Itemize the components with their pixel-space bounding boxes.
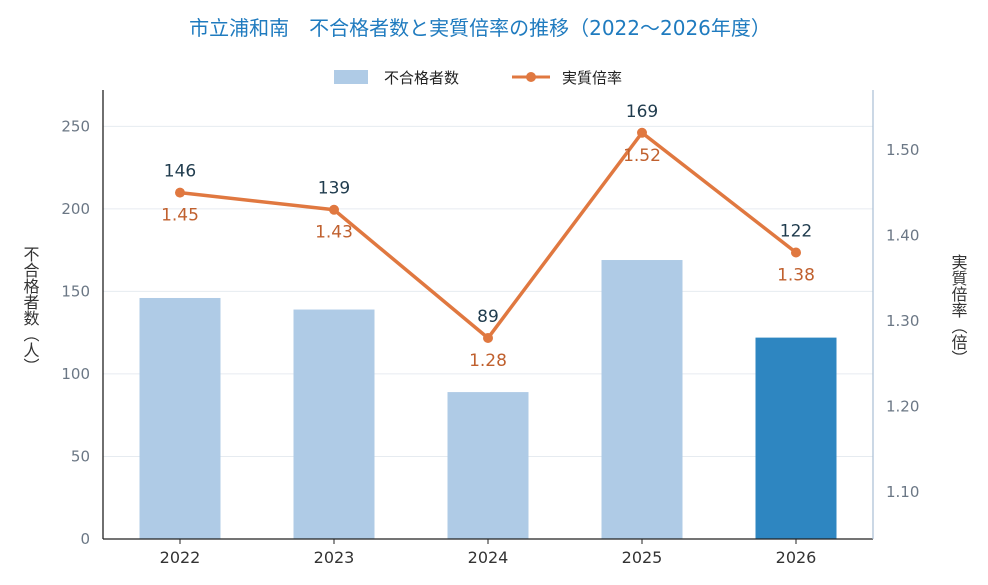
bar [447,392,529,539]
bar-value-label: 169 [626,102,658,122]
rate-marker [329,204,339,215]
bar [601,260,683,539]
rate-value-label: 1.38 [777,265,815,285]
y-tick-label: 100 [61,365,90,383]
y2-tick-label: 1.40 [886,226,919,244]
y2-axis-label: 実質倍率（倍） [949,254,968,366]
bar [293,309,375,539]
axes: 0 50 100 150 200 250 1.10 1.20 1.30 1.40 1.50 2022 2… [61,90,919,567]
bar-value-label: 122 [780,221,812,241]
rate-marker [791,247,801,258]
legend-label-line: 実質倍率 [562,69,622,87]
y-tick-label: 150 [61,282,90,300]
rate-value-label: 1.52 [623,146,661,166]
bar [755,337,837,539]
rate-marker [175,187,185,198]
rate-marker [637,127,647,138]
rate-value-label: 1.28 [469,351,507,371]
y-tick-label: 0 [80,530,90,548]
y-tick-label: 200 [61,200,90,218]
legend-swatch-bars [334,70,368,84]
y-tick-label: 250 [61,117,90,135]
x-tick-label: 2026 [776,548,817,567]
y-tick-label: 50 [71,447,90,465]
legend-label-bars: 不合格者数 [384,69,459,87]
rate-line [175,127,801,344]
y2-tick-label: 1.50 [886,141,919,159]
rate-value-label: 1.45 [161,206,199,226]
y-axis-label: 不合格者数（人） [21,246,40,374]
y2-tick-label: 1.10 [886,483,919,501]
bar-value-label: 139 [318,179,350,199]
gridlines [103,125,873,457]
x-tick-label: 2025 [622,548,663,567]
x-tick-label: 2022 [160,548,201,567]
y2-tick-label: 1.20 [886,397,919,415]
rate-value-label: 1.43 [315,223,353,243]
x-tick-label: 2024 [468,548,509,567]
rate-marker [483,333,493,344]
bars [139,260,837,539]
y2-tick-label: 1.30 [886,312,919,330]
bar-value-label: 89 [477,307,499,327]
x-tick-label: 2023 [314,548,355,567]
bar-value-label: 146 [164,162,196,182]
chart-title: 市立浦和南 不合格者数と実質倍率の推移（2022〜2026年度） [189,16,771,40]
legend: 不合格者数 実質倍率 [334,69,622,87]
bar [139,297,221,539]
data-labels: 146 1.45 139 1.43 89 1.28 169 1.52 122 1.38 [161,102,815,371]
legend-swatch-marker [526,72,536,82]
